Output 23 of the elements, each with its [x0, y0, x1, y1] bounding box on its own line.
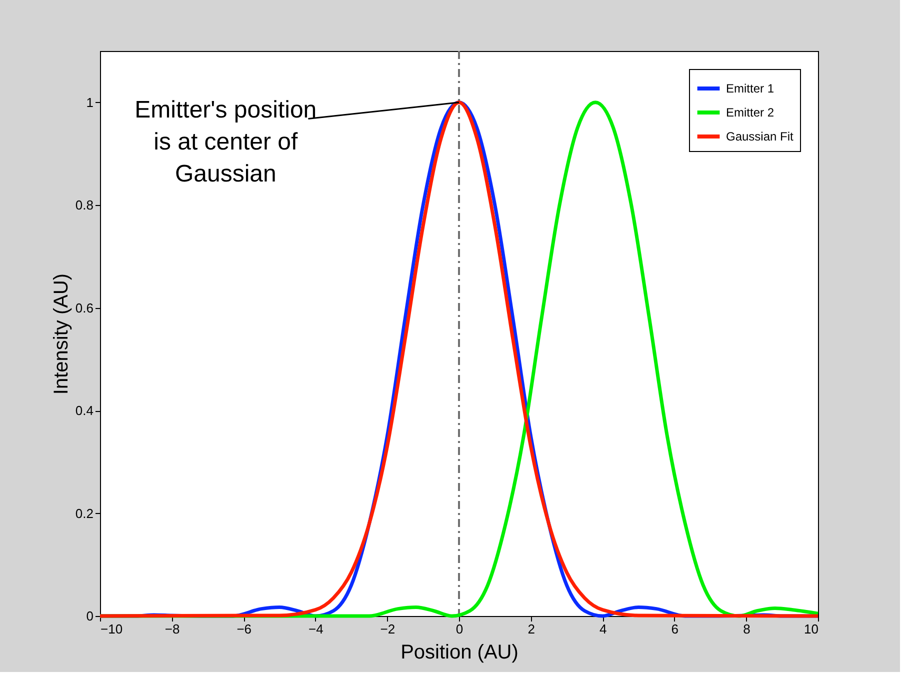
- legend-label: Emitter 2: [726, 106, 774, 120]
- x-tick-label: −8: [164, 622, 180, 636]
- x-tick-label: −2: [380, 622, 396, 636]
- x-tick-label: 10: [804, 622, 818, 636]
- legend-label: Gaussian Fit: [726, 130, 794, 144]
- y-tick-label: 0.4: [75, 403, 94, 418]
- y-tick-label: 0.2: [75, 506, 94, 521]
- annotation: Emitter's position is at center of Gaussian: [134, 96, 317, 188]
- x-tick-label: 2: [528, 622, 535, 636]
- x-tick-label: −4: [308, 622, 324, 636]
- y-tick-label: 1: [86, 94, 94, 110]
- x-tick-label: −6: [236, 622, 252, 636]
- x-tick-label: 4: [599, 622, 607, 636]
- y-tick-label: 0.8: [75, 198, 94, 213]
- x-tick-label: 6: [671, 622, 679, 636]
- x-tick-label: 0: [456, 622, 464, 636]
- x-tick-label: 8: [743, 622, 750, 636]
- y-axis-title: Intensity (AU): [50, 273, 72, 395]
- x-tick-label: −10: [100, 622, 123, 636]
- x-axis-title: Position (AU): [400, 642, 518, 664]
- legend-label: Emitter 1: [726, 82, 774, 96]
- y-tick-label: 0: [86, 608, 94, 624]
- y-tick-label: 0.6: [75, 300, 94, 316]
